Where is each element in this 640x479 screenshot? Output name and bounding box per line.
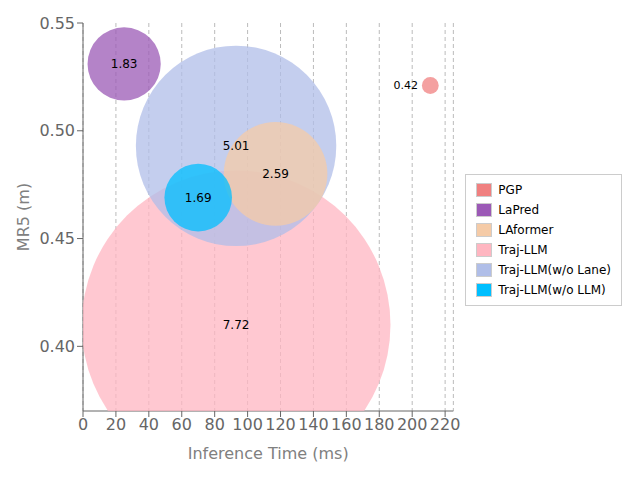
svg-text:0.45: 0.45 — [39, 229, 75, 248]
svg-text:160: 160 — [331, 415, 362, 434]
svg-text:180: 180 — [364, 415, 395, 434]
svg-text:20: 20 — [106, 415, 126, 434]
svg-text:0.42: 0.42 — [393, 79, 418, 92]
html-text:Traj-LLM(w/o LLM): Traj-LLM(w/o LLM) — [498, 282, 606, 297]
html-text:PGP: PGP — [498, 182, 523, 197]
svg-text:1.83: 1.83 — [111, 57, 138, 71]
html-text:Traj-LLM: Traj-LLM — [498, 242, 548, 257]
svg-text:80: 80 — [204, 415, 224, 434]
svg-text:7.72: 7.72 — [223, 318, 250, 332]
svg-text:MR5 (m): MR5 (m) — [14, 183, 33, 251]
svg-text:0: 0 — [78, 415, 88, 434]
svg-text:140: 140 — [298, 415, 329, 434]
svg-text:Inference Time (ms): Inference Time (ms) — [188, 444, 349, 463]
svg-text:120: 120 — [265, 415, 296, 434]
svg-text:200: 200 — [397, 415, 428, 434]
html-text:LaPred: LaPred — [498, 202, 540, 217]
svg-text:220: 220 — [430, 415, 461, 434]
svg-text:0.40: 0.40 — [39, 337, 75, 356]
html-text:Traj-LLM(w/o Lane): Traj-LLM(w/o Lane) — [498, 262, 611, 277]
svg-text:40: 40 — [139, 415, 159, 434]
svg-text:60: 60 — [172, 415, 192, 434]
svg-text:100: 100 — [232, 415, 263, 434]
svg-text:0.50: 0.50 — [39, 121, 75, 140]
svg-text:0.55: 0.55 — [39, 14, 75, 33]
html-text:LAformer: LAformer — [498, 222, 554, 237]
svg-text:1.69: 1.69 — [185, 191, 212, 205]
svg-text:2.59: 2.59 — [262, 167, 289, 181]
svg-text:5.01: 5.01 — [223, 139, 250, 153]
